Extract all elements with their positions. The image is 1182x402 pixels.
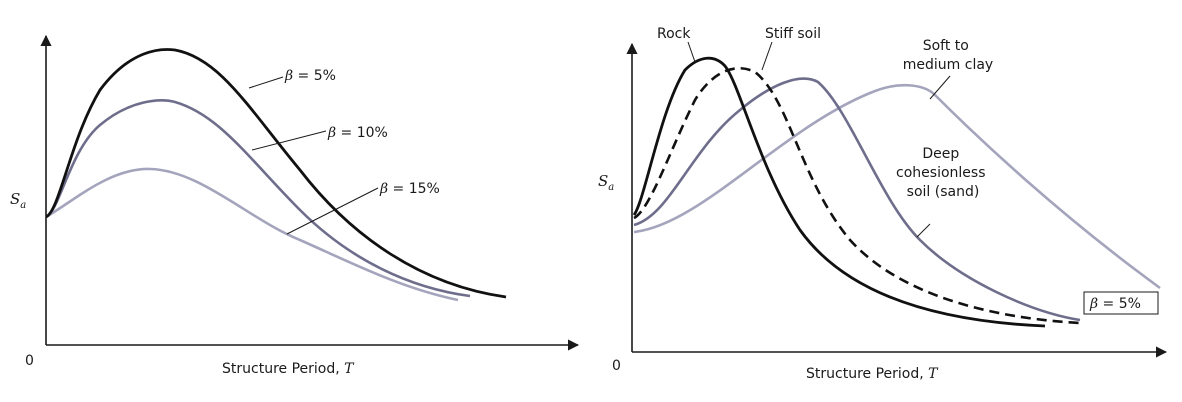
left-annotations: β = 5% β = 10% β = 15% (248, 68, 440, 235)
chart-right: 0 Sa Structure Period, T Rock Stiff soil… (598, 26, 1168, 382)
right-y-axis-label: Sa (598, 172, 614, 193)
annotation-leader (286, 187, 379, 235)
annotation-label: Soft to medium clay (903, 38, 993, 73)
annotation-leader (251, 130, 327, 151)
boxed-note-label: β = 5% (1089, 296, 1141, 312)
annotation-label: β = 15% (379, 181, 440, 197)
annotation-leader (916, 223, 931, 238)
series-line-beta-15 (45, 167, 459, 302)
annotation-leader (761, 41, 773, 71)
left-x-axis-label: Structure Period, T (222, 361, 355, 377)
series-line-soft-to-medium-clay (633, 77, 1081, 322)
left-series-group (45, 48, 507, 302)
series-line-beta-10 (45, 99, 471, 298)
annotation-label: Stiff soil (765, 26, 821, 42)
series-line-rock (632, 56, 1046, 328)
annotation-label: Rock (657, 26, 691, 42)
right-series-group (632, 56, 1161, 328)
left-y-axis-label: Sa (10, 190, 26, 211)
annotation-label: β = 10% (327, 125, 388, 141)
series-line-deep-cohesionless-soil (633, 83, 1161, 290)
boxed-note-frame (1083, 291, 1159, 315)
series-line-stiff-soil (633, 66, 1081, 325)
series-line-beta-5 (45, 48, 507, 299)
left-origin-label: 0 (25, 353, 34, 369)
right-origin-label: 0 (612, 358, 621, 374)
annotation-leader (687, 41, 696, 63)
right-x-axis-label: Structure Period, T (806, 366, 939, 382)
annotation-leader (248, 76, 284, 89)
annotation-label: β = 5% (284, 68, 336, 84)
annotation-label: Deep cohesionless soil (sand) (896, 146, 990, 200)
right-annotations: Rock Stiff soil Soft to medium clay Deep… (657, 26, 1159, 315)
annotation-leader (929, 75, 951, 100)
chart-left: 0 Sa Structure Period, T β = 5% β = 10% … (10, 34, 580, 377)
